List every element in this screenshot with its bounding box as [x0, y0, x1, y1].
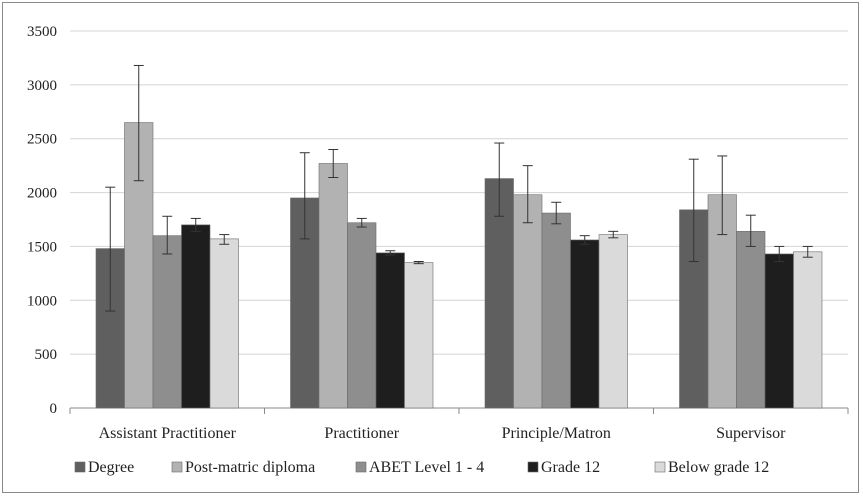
bar — [152, 235, 182, 409]
legend-label: Post-matric diploma — [185, 459, 315, 476]
bars — [95, 122, 823, 409]
y-tick-label: 500 — [35, 347, 58, 363]
bar — [375, 252, 405, 409]
legend-label: Below grade 12 — [668, 459, 769, 476]
x-tick-label: Assistant Practitioner — [99, 425, 237, 442]
bar — [679, 209, 709, 409]
bar — [513, 194, 543, 409]
error-bars — [105, 64, 813, 312]
legend-label: ABET Level 1 - 4 — [369, 459, 484, 476]
bar — [484, 178, 514, 409]
axes — [69, 407, 849, 414]
legend-swatch — [355, 461, 367, 473]
bar — [181, 224, 211, 409]
y-tick-label: 0 — [50, 401, 58, 417]
axis-labels: 0 500 1000 1500 2000 2500 3000 3500 Assistant Pr… — [27, 24, 786, 442]
y-tick-label: 3000 — [27, 78, 57, 94]
y-tick-label: 1500 — [27, 239, 57, 255]
bar — [764, 253, 794, 409]
y-tick-label: 1000 — [27, 293, 57, 309]
bar — [570, 239, 600, 409]
legend-label: Degree — [88, 459, 134, 476]
y-tick-label: 2500 — [27, 132, 57, 148]
legend-swatch — [527, 461, 539, 473]
bar — [318, 163, 348, 409]
legend-label: Grade 12 — [541, 459, 600, 476]
x-tick-label: Principle/Matron — [502, 425, 611, 442]
legend-swatch — [654, 461, 666, 473]
legend: Degree Post-matric diploma ABET Level 1 - … — [74, 459, 769, 476]
bar — [404, 262, 434, 409]
y-tick-label: 3500 — [27, 24, 57, 40]
bar — [209, 238, 239, 409]
legend-swatch — [171, 461, 183, 473]
legend-swatch — [74, 461, 86, 473]
bar — [736, 231, 766, 409]
bar — [793, 251, 823, 409]
bar — [347, 222, 377, 409]
x-tick-label: Supervisor — [716, 425, 786, 442]
bar — [598, 234, 628, 409]
bar — [541, 212, 571, 409]
y-tick-label: 2000 — [27, 186, 57, 202]
x-tick-label: Practitioner — [324, 425, 399, 442]
